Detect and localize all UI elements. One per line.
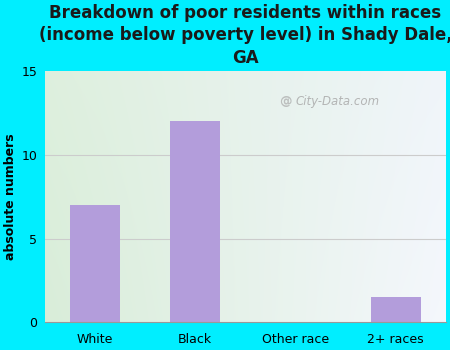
Title: Breakdown of poor residents within races
(income below poverty level) in Shady D: Breakdown of poor residents within races… — [39, 4, 450, 66]
Bar — [371, 297, 421, 322]
Bar — [70, 205, 120, 322]
Y-axis label: absolute numbers: absolute numbers — [4, 133, 17, 260]
Text: City-Data.com: City-Data.com — [296, 94, 380, 107]
Text: @: @ — [279, 94, 292, 107]
Bar — [170, 121, 220, 322]
